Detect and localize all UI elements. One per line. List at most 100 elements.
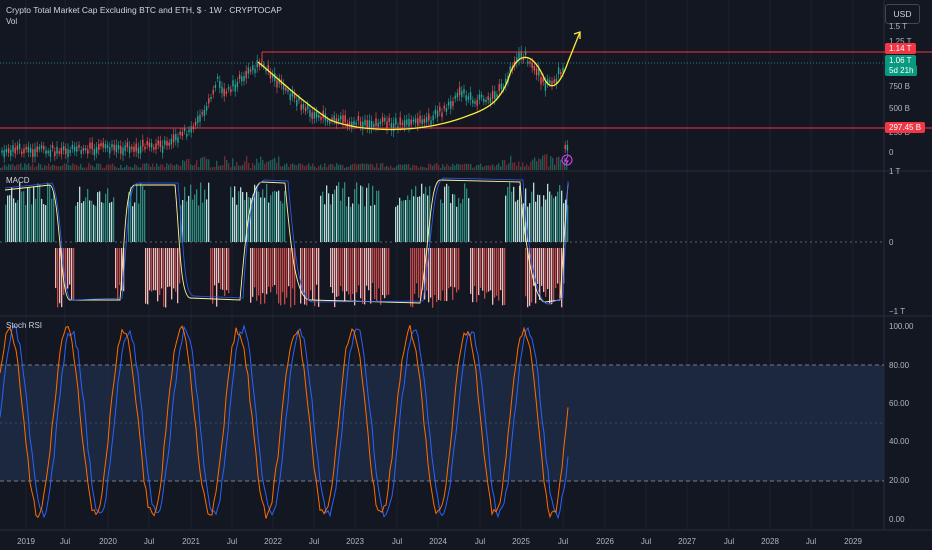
macd-bar bbox=[415, 185, 417, 242]
candle bbox=[210, 96, 212, 99]
volume-bar bbox=[110, 164, 112, 170]
volume-bar bbox=[150, 166, 152, 170]
candle bbox=[1, 150, 3, 153]
volume-bar bbox=[56, 165, 58, 170]
candle bbox=[390, 123, 393, 131]
macd-bar bbox=[354, 189, 356, 242]
volume-bar bbox=[564, 157, 566, 170]
candle bbox=[467, 96, 470, 100]
volume-bar bbox=[388, 167, 390, 170]
candle bbox=[221, 86, 223, 94]
macd-bar bbox=[33, 186, 35, 242]
candle bbox=[148, 142, 151, 147]
candle bbox=[124, 145, 126, 152]
macd-bar bbox=[543, 195, 545, 242]
time-axis-label: 2019 bbox=[17, 537, 35, 546]
volume-bar bbox=[52, 164, 54, 170]
candle bbox=[181, 132, 184, 136]
macd-bar bbox=[397, 205, 399, 242]
macd-bar bbox=[43, 204, 45, 242]
candle bbox=[142, 139, 144, 147]
volume-bar bbox=[122, 167, 124, 170]
candle bbox=[483, 98, 485, 102]
macd-bar bbox=[330, 204, 332, 242]
macd-bar bbox=[202, 202, 204, 242]
macd-bar bbox=[13, 198, 15, 242]
macd-bar bbox=[515, 201, 517, 242]
candle bbox=[95, 147, 98, 154]
macd-bar bbox=[61, 248, 63, 308]
candle bbox=[43, 145, 45, 150]
macd-bar bbox=[519, 185, 521, 242]
volume-bar bbox=[420, 166, 422, 170]
volume-bar bbox=[534, 157, 536, 170]
macd-bar bbox=[336, 185, 338, 242]
volume-bar bbox=[48, 163, 50, 170]
macd-bar bbox=[551, 248, 553, 305]
candle bbox=[139, 145, 142, 154]
volume-bar bbox=[12, 163, 14, 170]
volume-bar bbox=[310, 166, 312, 170]
volume-bar bbox=[304, 166, 306, 170]
candle bbox=[480, 94, 483, 98]
candle bbox=[161, 145, 164, 153]
volume-bar bbox=[242, 164, 244, 170]
currency-button[interactable]: USD bbox=[885, 4, 920, 24]
macd-bar bbox=[350, 206, 352, 242]
macd-bar bbox=[190, 184, 192, 242]
candle bbox=[342, 115, 344, 123]
volume-bar bbox=[54, 165, 56, 170]
macd-bar bbox=[356, 248, 358, 293]
macd-bar bbox=[260, 197, 262, 242]
macd-bar bbox=[276, 248, 278, 295]
macd-bar bbox=[344, 248, 346, 302]
macd-bar bbox=[541, 248, 543, 286]
price-axis-label: 750 B bbox=[889, 82, 910, 91]
candle bbox=[172, 134, 175, 143]
macd-bar bbox=[274, 248, 276, 286]
candle bbox=[238, 74, 241, 80]
macd-bar bbox=[194, 194, 196, 242]
candle bbox=[546, 78, 549, 84]
candle bbox=[3, 150, 5, 158]
macd-bar bbox=[264, 197, 266, 242]
candle bbox=[498, 84, 500, 91]
volume-bar bbox=[398, 164, 400, 170]
macd-bar bbox=[364, 248, 366, 305]
macd-bar bbox=[529, 203, 531, 242]
candle bbox=[166, 141, 168, 146]
macd-bar bbox=[240, 187, 242, 242]
volume-bar bbox=[516, 165, 518, 170]
candle bbox=[485, 100, 487, 103]
volume-bar bbox=[302, 164, 304, 170]
macd-bar bbox=[531, 191, 533, 242]
macd-bar bbox=[521, 204, 523, 242]
candle bbox=[417, 118, 419, 126]
candle bbox=[443, 105, 445, 109]
macd-bar bbox=[541, 206, 543, 242]
volume-bar bbox=[450, 166, 452, 170]
macd-bar bbox=[250, 248, 252, 303]
candle bbox=[430, 120, 432, 125]
volume-bar bbox=[82, 167, 84, 170]
volume-bar bbox=[170, 163, 172, 170]
macd-signal-line bbox=[4, 179, 569, 304]
price-axis-label: 1.25 T bbox=[889, 37, 912, 46]
candle bbox=[355, 122, 357, 125]
macd-bar bbox=[278, 190, 280, 242]
candle bbox=[551, 81, 553, 86]
macd-bar bbox=[234, 186, 236, 242]
macd-bar bbox=[478, 248, 480, 296]
volume-bar bbox=[248, 163, 250, 170]
macd-bar bbox=[539, 248, 541, 300]
macd-bar bbox=[294, 248, 296, 306]
macd-bar bbox=[412, 248, 414, 308]
volume-bar bbox=[226, 159, 228, 170]
macd-bar bbox=[254, 184, 256, 242]
candle bbox=[489, 97, 492, 103]
macd-bar bbox=[177, 248, 179, 304]
candle bbox=[29, 148, 32, 153]
volume-bar bbox=[392, 167, 394, 170]
volume-bar bbox=[202, 157, 204, 170]
